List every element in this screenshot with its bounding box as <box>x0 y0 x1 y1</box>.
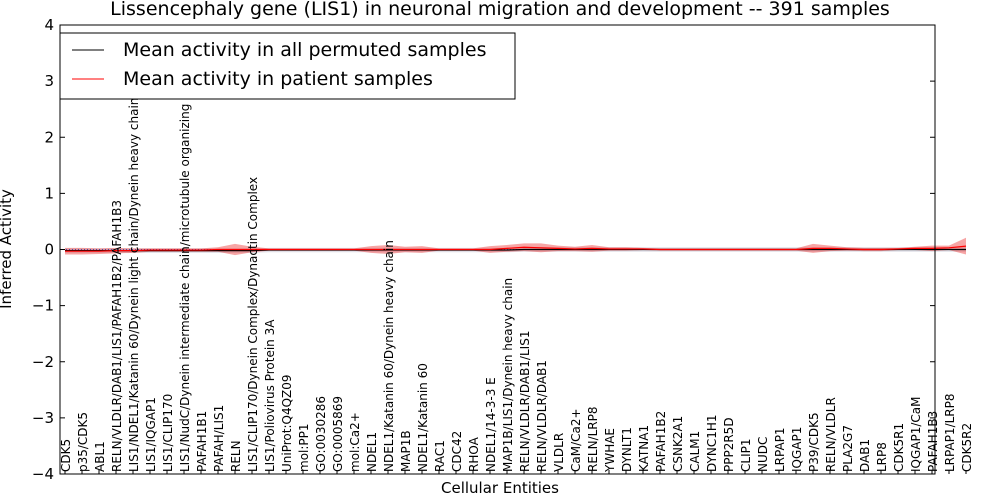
x-tick-label: DYNC1H1 <box>705 414 719 472</box>
y-tick-label: 0 <box>44 241 54 259</box>
x-tick-label: PAFAH/LIS1 <box>212 405 226 472</box>
x-tick-label: RELN/LRP8 <box>586 406 600 472</box>
x-tick-label: LRPAP1/LRP8 <box>943 393 957 472</box>
x-tick-label: DAB1 <box>858 439 872 472</box>
x-tick-label: LIS1/IQGAP1 <box>144 397 158 472</box>
legend-label-permuted: Mean activity in all permuted samples <box>123 39 486 61</box>
x-tick-label: GO:0030286 <box>314 396 328 472</box>
x-tick-label: DYNLT1 <box>620 427 634 472</box>
x-tick-label: CDK5R1 <box>892 423 906 472</box>
y-tick-label: 4 <box>44 16 54 34</box>
patient-mean-line <box>65 245 967 252</box>
x-tick-label: LIS1/NDEL1/Katanin 60/Dynein light chain… <box>127 98 141 472</box>
x-tick-label: CALM1 <box>688 431 702 472</box>
x-tick-label: P39/CDK5 <box>807 412 821 472</box>
x-tick-label: GO:0005869 <box>331 396 345 472</box>
x-tick-label: LIS1/NudC/Dynein intermediate chain/micr… <box>178 61 192 472</box>
x-tick-label: PAFAH1B3 <box>926 411 940 472</box>
x-tick-label: CSNK2A1 <box>671 416 685 472</box>
x-tick-label: MAP1B <box>399 430 413 472</box>
x-tick-label: NDEL1 <box>365 432 379 472</box>
x-tick-label: LIS1/CLIP170/Dynein Complex/Dynactin Com… <box>246 177 260 472</box>
y-axis: 4 3 2 1 0 −1 −2 −3 −4 <box>32 16 935 483</box>
x-tick-label: RELN/VLDLR/DAB1 <box>535 360 549 472</box>
y-tick-label: −1 <box>32 297 54 315</box>
x-tick-label: CLIP1 <box>739 439 753 472</box>
x-tick-label: RELN/VLDLR/DAB1/LIS1 <box>518 331 532 472</box>
x-tick-label: UniProt:Q4QZ09 <box>280 374 294 472</box>
x-tick-label: PLA2G7 <box>841 425 855 472</box>
y-tick-label: 1 <box>44 184 54 202</box>
x-tick-label: mol:Ca2+ <box>348 412 362 472</box>
x-tick-label: LRP8 <box>875 442 889 472</box>
x-tick-label: LRPAP1 <box>773 427 787 472</box>
x-tick-label: PAFAH1B1 <box>195 411 209 472</box>
x-tick-label: RELN/VLDLR <box>824 397 838 472</box>
x-axis-label: Cellular Entities <box>441 479 559 497</box>
patient-band <box>65 237 966 256</box>
x-tick-label: LIS1/CLIP170 <box>161 394 175 472</box>
x-tick-label: CDC42 <box>450 431 464 472</box>
x-tick-label: MAP1B/LIS1/Dynein heavy chain <box>501 278 515 472</box>
y-axis-label: Inferred Activity <box>0 189 15 309</box>
y-tick-label: 2 <box>44 128 54 146</box>
legend-box <box>59 32 516 100</box>
x-tick-label: NDEL1/Katanin 60/Dynein heavy chain <box>382 240 396 472</box>
x-tick-label: LIS1/Poliovirus Protein 3A <box>263 319 277 472</box>
legend-label-patient: Mean activity in patient samples <box>123 68 433 90</box>
x-tick-label: RELN/VLDLR/DAB1/LIS1/PAFAH1B2/PAFAH1B3 <box>110 200 124 472</box>
legend: Mean activity in all permuted samples Me… <box>59 32 516 100</box>
x-tick-label: IQGAP1 <box>790 427 804 472</box>
permuted-mean-line <box>65 248 966 252</box>
x-tick-label: VLDLR <box>552 433 566 472</box>
chart-title: Lissencephaly gene (LIS1) in neuronal mi… <box>110 0 890 20</box>
x-tick-label: IQGAP1/CaM <box>909 397 923 473</box>
x-tick-label: PAFAH1B2 <box>654 411 668 472</box>
x-tick-label: PPP2R5D <box>722 417 736 472</box>
x-tick-label: CaM/Ca2+ <box>569 408 583 472</box>
x-tick-label: RELN <box>229 440 243 472</box>
y-tick-label: 3 <box>44 72 54 90</box>
x-tick-label: NUDC <box>756 437 770 472</box>
x-tick-label: YWHAE <box>603 428 617 473</box>
x-tick-label: ABL1 <box>93 441 107 472</box>
y-tick-label: −3 <box>32 409 54 427</box>
y-tick-label: −2 <box>32 353 54 371</box>
x-tick-label: CDK5 <box>59 439 73 472</box>
x-tick-label: p35/CDK5 <box>76 412 90 472</box>
x-tick-label: NDEL1/Katanin 60 <box>416 363 430 472</box>
x-tick-label: NDEL1/14-3-3 E <box>484 377 498 472</box>
y-tick-label: −4 <box>32 465 54 483</box>
series-lines <box>65 245 967 252</box>
x-tick-label: CDK5R2 <box>960 423 974 472</box>
x-tick-label: RAC1 <box>433 440 447 472</box>
confidence-bands <box>65 237 966 256</box>
x-tick-label: KATNA1 <box>637 425 651 472</box>
x-tick-label: RHOA <box>467 436 481 472</box>
x-tick-label: mol:PP1 <box>297 423 311 472</box>
x-axis: CDK5 p35/CDK5 ABL1 RELN/VLDLR/DAB1/LIS1/PAF… <box>59 61 974 474</box>
